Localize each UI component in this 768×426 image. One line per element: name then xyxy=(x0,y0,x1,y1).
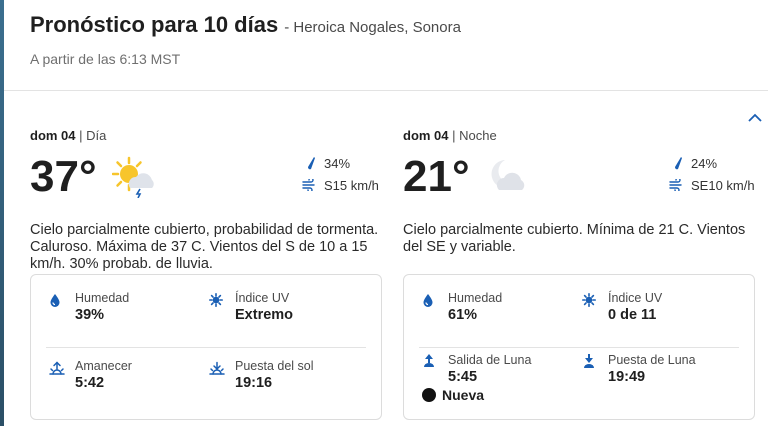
night-period-label: dom 04 | Noche xyxy=(403,128,755,146)
night-description: Cielo parcialmente cubierto. Mínima de 2… xyxy=(403,222,746,255)
day-forecast-panel: dom 04 | Día 37° 34% xyxy=(30,128,382,420)
night-humidity-value: 61% xyxy=(448,307,478,323)
day-date: dom 04 xyxy=(30,128,76,143)
night-temperature: 21° xyxy=(403,152,470,201)
as-of-timestamp: A partir de las 6:13 MST xyxy=(30,51,181,67)
moonset-time: 19:49 xyxy=(608,369,646,385)
collapse-button[interactable] xyxy=(747,111,763,125)
sunrise-time: 5:42 xyxy=(75,375,105,391)
night-forecast-panel: dom 04 | Noche 21° 24% SE10 km/h xyxy=(403,128,755,420)
day-part: Día xyxy=(86,128,107,143)
night-details-card: Humedad 61% Índice UV 0 de 11 xyxy=(403,274,755,420)
moonset-icon xyxy=(584,354,594,368)
moonrise-icon xyxy=(424,354,434,367)
moon-phase-label: Nueva xyxy=(442,387,485,403)
new-moon-icon xyxy=(422,388,436,402)
moon-phase: Nueva xyxy=(422,387,484,403)
period-separator: | xyxy=(448,128,460,143)
day-description: Cielo parcialmente cubierto, probabilida… xyxy=(30,222,379,272)
day-wind: S15 km/h xyxy=(324,177,379,193)
sunset-time: 19:16 xyxy=(235,375,273,391)
forecast-header: Pronóstico para 10 días - Heroica Nogale… xyxy=(30,12,461,38)
night-uv-value: 0 de 11 xyxy=(608,307,657,323)
sunset-icon xyxy=(209,361,225,375)
uv-sun-icon xyxy=(209,293,223,307)
night-wind: SE10 km/h xyxy=(691,177,755,193)
night-part: Noche xyxy=(459,128,497,143)
card-divider xyxy=(419,347,739,348)
day-precip: 34% xyxy=(324,155,351,171)
partly-sunny-storm-icon xyxy=(112,156,154,198)
partly-cloudy-night-icon xyxy=(491,160,525,190)
location-label: - Heroica Nogales, Sonora xyxy=(284,19,461,36)
moonrise-time: 5:45 xyxy=(448,369,478,385)
humidity-drop-icon xyxy=(50,294,60,307)
sunrise-icon xyxy=(49,361,65,375)
humidity-drop-icon xyxy=(423,294,433,307)
header-divider xyxy=(4,90,768,91)
card-divider xyxy=(46,347,366,348)
page-title: Pronóstico para 10 días xyxy=(30,12,279,37)
night-quick-stats: 24% SE10 km/h xyxy=(669,152,755,196)
period-separator: | xyxy=(75,128,87,143)
wind-icon xyxy=(302,179,315,191)
day-uv-value: Extremo xyxy=(235,307,294,323)
wind-icon xyxy=(669,179,682,191)
day-details-card: Humedad 39% Índice UV Extremo xyxy=(30,274,382,420)
window-edge xyxy=(0,0,4,426)
uv-sun-icon xyxy=(582,293,596,307)
day-period-label: dom 04 | Día xyxy=(30,128,382,146)
day-quick-stats: 34% S15 km/h xyxy=(302,152,382,196)
day-humidity-value: 39% xyxy=(75,307,105,323)
night-precip: 24% xyxy=(691,155,718,171)
chevron-up-icon xyxy=(748,113,762,122)
day-temperature: 37° xyxy=(30,152,97,201)
night-date: dom 04 xyxy=(403,128,449,143)
raindrop-icon xyxy=(674,157,682,170)
raindrop-icon xyxy=(307,157,315,170)
